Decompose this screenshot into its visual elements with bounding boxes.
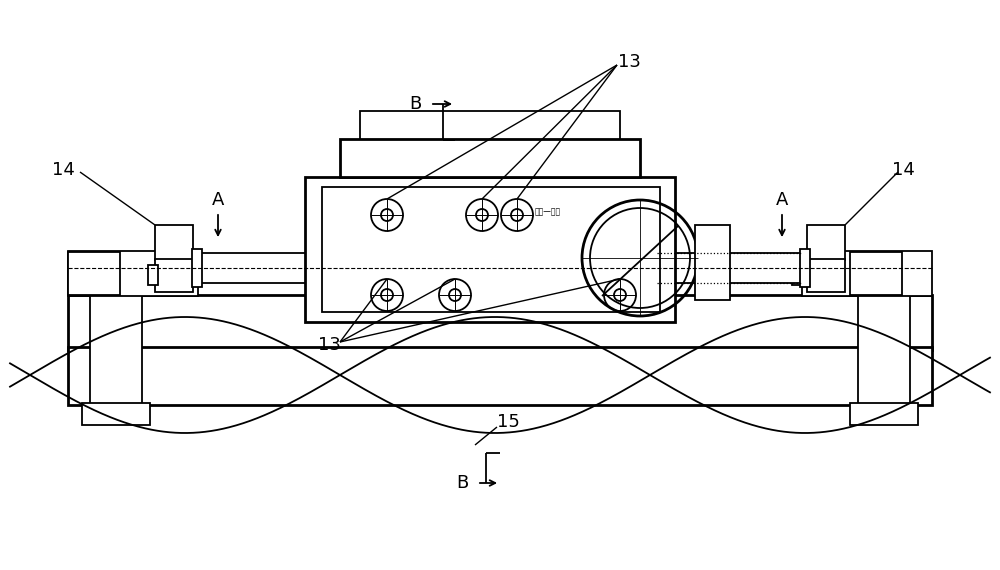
Text: 14: 14 <box>892 161 915 179</box>
Bar <box>340 139 640 177</box>
Bar <box>360 111 620 139</box>
Bar <box>68 251 198 296</box>
Bar <box>792 265 802 285</box>
Bar <box>800 249 810 287</box>
Bar <box>850 252 902 295</box>
Bar <box>82 403 150 425</box>
Bar <box>68 295 932 350</box>
Text: B: B <box>456 474 468 492</box>
Bar <box>322 187 660 312</box>
Text: A: A <box>776 191 788 209</box>
Bar <box>68 347 932 405</box>
Bar <box>90 290 142 405</box>
Text: 14: 14 <box>52 161 75 179</box>
Bar <box>155 259 193 292</box>
Text: 13: 13 <box>618 53 641 71</box>
Bar <box>802 251 932 296</box>
Bar <box>858 290 910 405</box>
Text: B: B <box>409 95 421 113</box>
Bar <box>305 177 675 322</box>
Bar <box>657 253 802 283</box>
Bar <box>155 225 193 260</box>
Bar <box>850 403 918 425</box>
Bar <box>807 259 845 292</box>
Bar <box>148 265 158 285</box>
Bar <box>807 225 845 260</box>
Bar <box>695 225 730 300</box>
Bar <box>68 252 120 295</box>
Bar <box>198 253 343 283</box>
Text: 15: 15 <box>497 413 520 431</box>
Text: 气缸—调整: 气缸—调整 <box>535 207 561 217</box>
Text: A: A <box>212 191 224 209</box>
Bar <box>698 230 720 285</box>
Text: 13: 13 <box>318 336 341 354</box>
Bar <box>192 249 202 287</box>
